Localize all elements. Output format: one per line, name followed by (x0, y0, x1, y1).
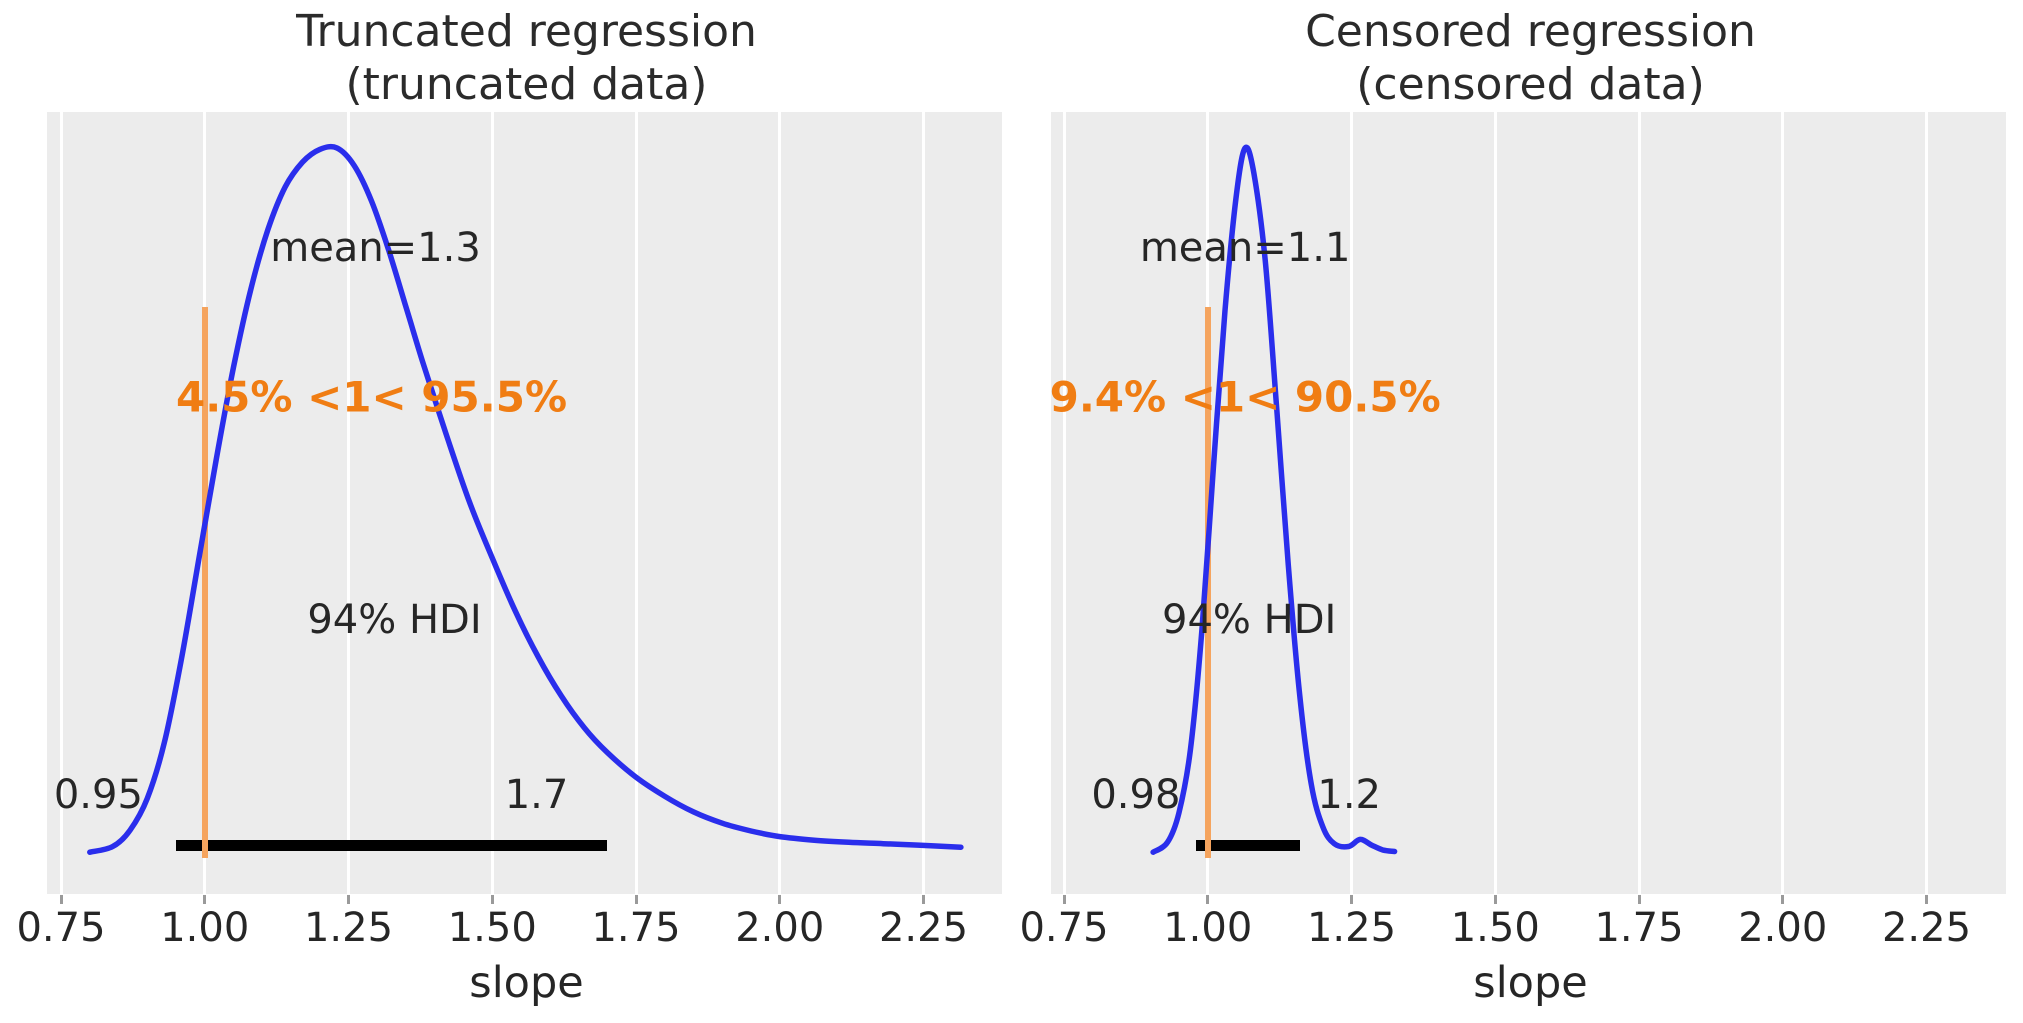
tick-mark (490, 895, 494, 904)
mean-label: mean=1.1 (1139, 225, 1351, 271)
x-tick-label: 1.25 (1306, 905, 1397, 951)
gridline (634, 112, 638, 894)
x-tick-label: 1.75 (591, 905, 681, 951)
tick-mark (778, 895, 782, 904)
gridline (922, 112, 925, 894)
hdi-lower-label: 0.98 (1091, 772, 1181, 818)
gridline (1781, 112, 1785, 894)
hdi-bar (1196, 839, 1300, 851)
tick-mark (1350, 895, 1353, 904)
x-tick-label: 0.75 (1019, 905, 1109, 951)
gridline (59, 112, 63, 894)
x-tick-label: 0.75 (16, 905, 106, 951)
panel-title: Truncated regression (truncated data) (296, 6, 757, 110)
mean-label: mean=1.3 (270, 225, 481, 271)
tick-mark (1925, 895, 1928, 904)
tick-mark (1781, 895, 1785, 904)
hdi-label: 94% HDI (1161, 597, 1337, 643)
x-tick-label: 1.50 (447, 905, 537, 951)
hdi-lower-label: 0.95 (53, 772, 143, 818)
x-tick-label: 2.25 (1881, 905, 1972, 951)
panel-title: Censored regression (censored data) (1305, 6, 1756, 110)
reference-value-line (201, 307, 208, 858)
x-tick-label: 2.25 (878, 905, 969, 951)
x-axis-label: slope (1473, 958, 1588, 1008)
x-tick-label: 1.75 (1594, 905, 1684, 951)
tick-mark (1637, 895, 1641, 904)
gridline (1925, 112, 1928, 894)
gridline (1637, 112, 1641, 894)
tick-mark (1062, 895, 1066, 904)
ref-interval-label: 4.5% <1< 95.5% (175, 372, 568, 422)
gridline (347, 112, 350, 894)
gridline (490, 112, 494, 894)
kde-curve (87, 143, 964, 855)
x-tick-label: 1.25 (303, 905, 394, 951)
x-tick-label: 2.00 (735, 905, 825, 951)
tick-mark (1206, 895, 1210, 904)
hdi-label: 94% HDI (307, 597, 482, 643)
hdi-bar (176, 839, 608, 851)
x-axis-label: slope (469, 958, 584, 1008)
x-tick-label: 1.00 (160, 905, 250, 951)
tick-mark (203, 895, 207, 904)
gridline (1350, 112, 1353, 894)
kde-curve (1150, 144, 1398, 855)
gridline (778, 112, 782, 894)
x-tick-label: 2.00 (1738, 905, 1828, 951)
gridline (1493, 112, 1497, 894)
tick-mark (1493, 895, 1497, 904)
gridline (1062, 112, 1066, 894)
tick-mark (59, 895, 63, 904)
x-tick-label: 1.00 (1163, 905, 1253, 951)
ref-interval-label: 9.4% <1< 90.5% (1049, 372, 1441, 422)
hdi-upper-label: 1.2 (1317, 772, 1381, 818)
tick-mark (922, 895, 925, 904)
tick-mark (347, 895, 350, 904)
hdi-upper-label: 1.7 (504, 772, 569, 818)
x-tick-label: 1.50 (1450, 905, 1540, 951)
tick-mark (634, 895, 638, 904)
